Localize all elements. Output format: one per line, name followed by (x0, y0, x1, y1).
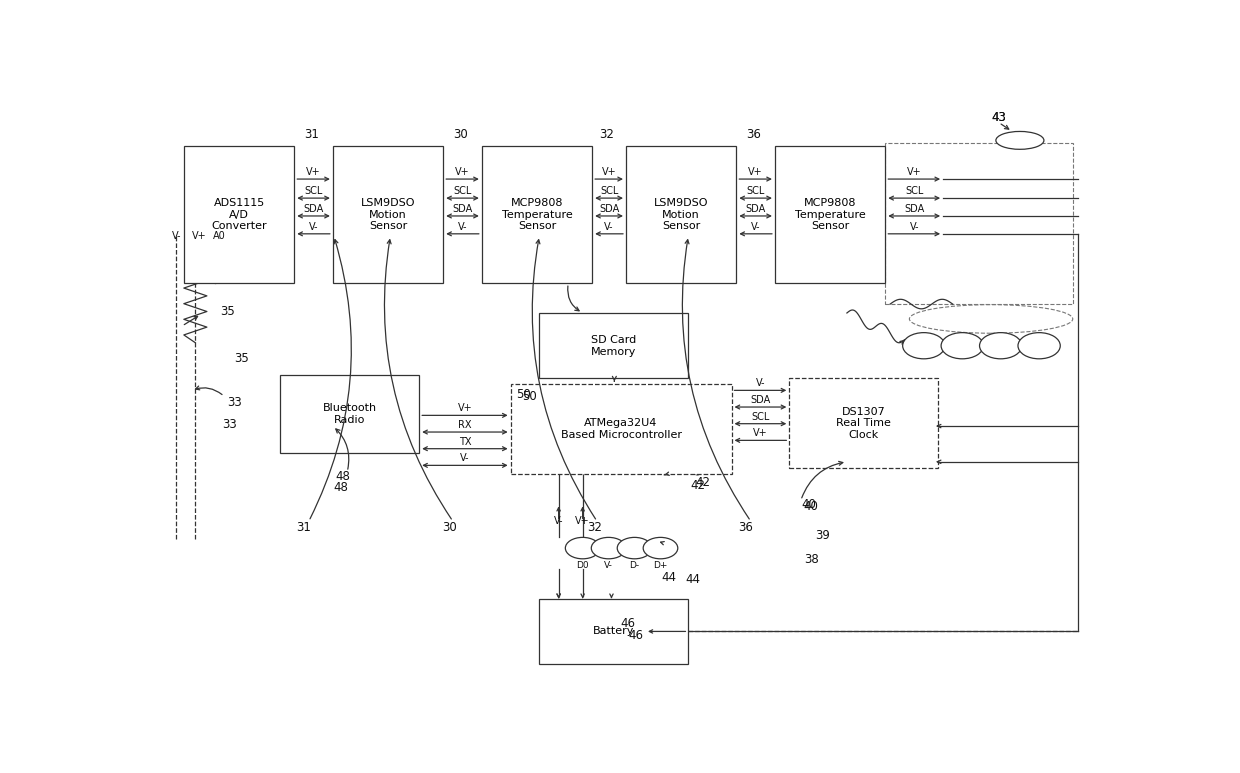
Text: LSM9DSO
Motion
Sensor: LSM9DSO Motion Sensor (361, 198, 415, 231)
FancyBboxPatch shape (184, 146, 294, 283)
Text: SCL: SCL (751, 411, 770, 421)
Text: 43: 43 (991, 111, 1006, 124)
Text: V+: V+ (575, 516, 590, 526)
Text: SCL: SCL (746, 186, 765, 196)
Text: V+: V+ (191, 230, 206, 240)
Text: SCL: SCL (905, 186, 924, 196)
FancyBboxPatch shape (332, 146, 444, 283)
Text: MCP9808
Temperature
Sensor: MCP9808 Temperature Sensor (502, 198, 573, 231)
Circle shape (644, 537, 678, 559)
Text: SDA: SDA (599, 204, 619, 214)
Text: SDA: SDA (745, 204, 766, 214)
Circle shape (591, 537, 626, 559)
Text: V-: V- (309, 222, 319, 232)
Text: 50: 50 (516, 388, 531, 401)
Text: DS1307
Real Time
Clock: DS1307 Real Time Clock (836, 407, 892, 440)
Text: V-: V- (460, 453, 470, 463)
Text: V+: V+ (306, 167, 321, 177)
Text: 46: 46 (620, 617, 635, 630)
Circle shape (903, 332, 945, 359)
Text: 40: 40 (801, 498, 816, 511)
Text: 38: 38 (804, 553, 818, 566)
Text: V-: V- (172, 230, 182, 240)
Text: V+: V+ (455, 167, 470, 177)
Circle shape (980, 332, 1022, 359)
Ellipse shape (996, 131, 1044, 149)
Circle shape (1018, 332, 1060, 359)
Text: SDA: SDA (304, 204, 324, 214)
FancyBboxPatch shape (789, 379, 939, 468)
FancyBboxPatch shape (539, 598, 688, 664)
Text: 30: 30 (454, 128, 467, 141)
Text: V-: V- (458, 222, 467, 232)
Text: V-: V- (755, 378, 765, 388)
Text: ATMega32U4
Based Microcontroller: ATMega32U4 Based Microcontroller (560, 418, 682, 440)
Text: 31: 31 (296, 521, 311, 534)
Text: V-: V- (604, 222, 614, 232)
Text: 36: 36 (739, 521, 754, 534)
Text: 48: 48 (335, 470, 350, 483)
Text: Bluetooth
Radio: Bluetooth Radio (322, 404, 377, 425)
Text: V+: V+ (458, 404, 472, 414)
Text: A0: A0 (213, 230, 226, 240)
Text: ADS1115
A/D
Converter: ADS1115 A/D Converter (211, 198, 267, 231)
Text: V+: V+ (906, 167, 921, 177)
Text: SCL: SCL (454, 186, 471, 196)
Text: TX: TX (459, 437, 471, 447)
Text: D+: D+ (653, 561, 667, 570)
Text: SCL: SCL (304, 186, 322, 196)
Text: SCL: SCL (600, 186, 619, 196)
Text: MCP9808
Temperature
Sensor: MCP9808 Temperature Sensor (795, 198, 866, 231)
FancyBboxPatch shape (775, 146, 885, 283)
Text: 35: 35 (219, 305, 234, 318)
FancyBboxPatch shape (539, 313, 688, 379)
FancyBboxPatch shape (511, 384, 732, 474)
Text: V-: V- (554, 516, 563, 526)
Text: V+: V+ (748, 167, 763, 177)
Text: SD Card
Memory: SD Card Memory (591, 335, 636, 356)
Text: 44: 44 (686, 573, 701, 585)
FancyBboxPatch shape (626, 146, 737, 283)
Text: V-: V- (604, 561, 613, 570)
Text: 33: 33 (223, 417, 237, 431)
Text: D0: D0 (577, 561, 589, 570)
Text: V+: V+ (601, 167, 616, 177)
Text: 46: 46 (627, 629, 644, 642)
FancyBboxPatch shape (481, 146, 593, 283)
Text: SDA: SDA (453, 204, 472, 214)
Text: RX: RX (458, 420, 471, 430)
Text: 44: 44 (662, 571, 677, 584)
Text: 43: 43 (991, 111, 1006, 124)
Text: D-: D- (630, 561, 640, 570)
Text: 30: 30 (443, 521, 458, 534)
Text: LSM9DSO
Motion
Sensor: LSM9DSO Motion Sensor (653, 198, 708, 231)
Text: 32: 32 (587, 521, 601, 534)
FancyBboxPatch shape (280, 376, 419, 453)
Circle shape (941, 332, 983, 359)
Text: 42: 42 (696, 476, 711, 489)
Text: V-: V- (751, 222, 760, 232)
Text: Battery: Battery (593, 626, 635, 636)
Text: SDA: SDA (904, 204, 924, 214)
Circle shape (565, 537, 600, 559)
Text: 33: 33 (227, 396, 242, 409)
Text: 42: 42 (691, 479, 706, 492)
Text: 32: 32 (599, 128, 614, 141)
Text: V-: V- (909, 222, 919, 232)
Text: 48: 48 (334, 482, 348, 495)
Text: 39: 39 (816, 529, 831, 542)
Text: SDA: SDA (750, 395, 770, 405)
Circle shape (618, 537, 652, 559)
Text: 36: 36 (746, 128, 761, 141)
Text: 40: 40 (804, 500, 818, 513)
Text: 35: 35 (234, 352, 249, 366)
Text: 50: 50 (522, 390, 537, 403)
Text: V+: V+ (753, 428, 768, 438)
Text: 31: 31 (304, 128, 319, 141)
